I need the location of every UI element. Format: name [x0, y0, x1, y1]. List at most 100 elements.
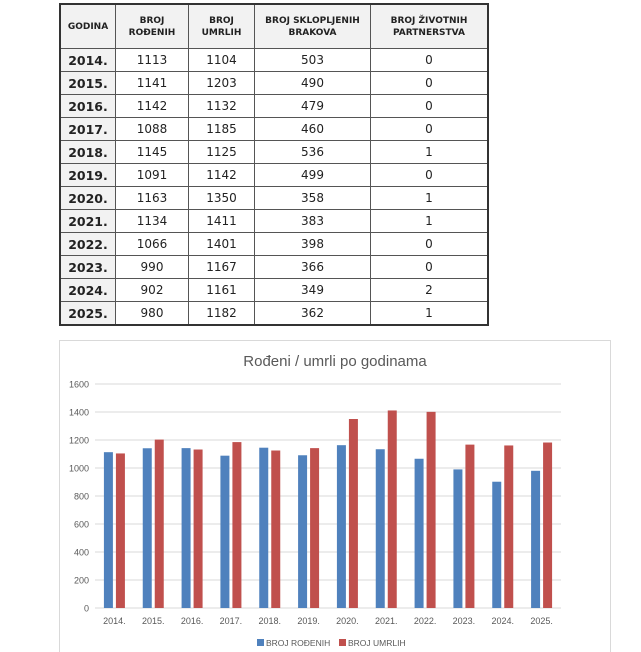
births-deaths-chart: Rođeni / umrli po godinama 0 200 400 600 800…	[59, 340, 611, 652]
value-cell: 1142	[115, 94, 189, 118]
year-cell: 2020.	[59, 186, 116, 210]
bar-deaths	[232, 442, 242, 608]
y-tick-label: 400	[74, 548, 89, 558]
x-tick-label: 2024.	[491, 616, 514, 626]
column-header: GODINA	[59, 3, 116, 49]
legend-swatch	[339, 639, 346, 646]
table-row: 2020. 1163 1350 358 1	[59, 186, 489, 210]
y-tick-label: 1200	[69, 436, 89, 446]
table-row: 2015. 1141 1203 490 0	[59, 71, 489, 95]
value-cell: 1088	[115, 117, 189, 141]
value-cell: 1167	[188, 255, 255, 279]
legend-label: BROJ UMRLIH	[348, 638, 406, 648]
year-cell: 2023.	[59, 255, 116, 279]
value-cell: 0	[370, 48, 489, 72]
value-cell: 1141	[115, 71, 189, 95]
y-tick-label: 200	[74, 576, 89, 586]
value-cell: 1125	[188, 140, 255, 164]
value-cell: 383	[254, 209, 371, 233]
bar-deaths	[271, 450, 281, 608]
year-cell: 2024.	[59, 278, 116, 302]
value-cell: 1104	[188, 48, 255, 72]
value-cell: 0	[370, 117, 489, 141]
x-tick-label: 2020.	[336, 616, 359, 626]
value-cell: 1142	[188, 163, 255, 187]
value-cell: 0	[370, 71, 489, 95]
table-row: 2017. 1088 1185 460 0	[59, 117, 489, 141]
value-cell: 490	[254, 71, 371, 95]
x-tick-label: 2022.	[414, 616, 437, 626]
bar-deaths	[426, 411, 436, 608]
value-cell: 1	[370, 140, 489, 164]
bar-births	[181, 448, 191, 608]
table-header-row: GODINA BROJ ROĐENIH BROJ UMRLIH BROJ SKLOPL…	[59, 3, 489, 49]
value-cell: 398	[254, 232, 371, 256]
table-row: 2016. 1142 1132 479 0	[59, 94, 489, 118]
value-cell: 479	[254, 94, 371, 118]
value-cell: 1182	[188, 301, 255, 326]
x-tick-label: 2019.	[297, 616, 320, 626]
x-tick-label: 2023.	[453, 616, 476, 626]
value-cell: 1411	[188, 209, 255, 233]
value-cell: 0	[370, 163, 489, 187]
value-cell: 460	[254, 117, 371, 141]
year-cell: 2016.	[59, 94, 116, 118]
x-tick-label: 2021.	[375, 616, 398, 626]
value-cell: 536	[254, 140, 371, 164]
statistics-table: GODINA BROJ ROĐENIH BROJ UMRLIH BROJ SKLOPL…	[59, 3, 489, 326]
x-tick-label: 2015.	[142, 616, 165, 626]
value-cell: 358	[254, 186, 371, 210]
column-header: BROJ UMRLIH	[188, 3, 255, 49]
bar-births	[375, 449, 385, 608]
value-cell: 902	[115, 278, 189, 302]
table-row: 2022. 1066 1401 398 0	[59, 232, 489, 256]
value-cell: 2	[370, 278, 489, 302]
x-tick-label: 2017.	[220, 616, 243, 626]
value-cell: 0	[370, 232, 489, 256]
x-tick-label: 2018.	[258, 616, 281, 626]
bar-births	[414, 458, 424, 608]
bar-deaths	[504, 445, 514, 608]
bar-births	[142, 448, 152, 608]
legend-swatch	[257, 639, 264, 646]
value-cell: 499	[254, 163, 371, 187]
bar-deaths	[115, 453, 125, 608]
value-cell: 0	[370, 255, 489, 279]
value-cell: 1163	[115, 186, 189, 210]
bar-births	[492, 481, 502, 608]
table-row: 2023. 990 1167 366 0	[59, 255, 489, 279]
year-cell: 2017.	[59, 117, 116, 141]
year-cell: 2021.	[59, 209, 116, 233]
value-cell: 1091	[115, 163, 189, 187]
y-tick-label: 1600	[69, 380, 89, 390]
table-row: 2021. 1134 1411 383 1	[59, 209, 489, 233]
value-cell: 349	[254, 278, 371, 302]
table-row: 2019. 1091 1142 499 0	[59, 163, 489, 187]
value-cell: 1350	[188, 186, 255, 210]
table-row: 2024. 902 1161 349 2	[59, 278, 489, 302]
bar-deaths	[543, 442, 553, 608]
y-tick-label: 0	[84, 604, 89, 614]
table-row: 2018. 1145 1125 536 1	[59, 140, 489, 164]
value-cell: 1	[370, 209, 489, 233]
chart-title: Rođeni / umrli po godinama	[243, 353, 427, 370]
x-tick-label: 2025.	[530, 616, 553, 626]
value-cell: 366	[254, 255, 371, 279]
value-cell: 503	[254, 48, 371, 72]
year-cell: 2015.	[59, 71, 116, 95]
value-cell: 1161	[188, 278, 255, 302]
bar-deaths	[387, 410, 397, 608]
y-tick-label: 1400	[69, 408, 89, 418]
bar-births	[453, 469, 463, 608]
value-cell: 0	[370, 94, 489, 118]
y-tick-label: 1000	[69, 464, 89, 474]
year-cell: 2014.	[59, 48, 116, 72]
value-cell: 1203	[188, 71, 255, 95]
bar-births	[336, 445, 346, 608]
column-header: BROJ SKLOPLJENIH BRAKOVA	[254, 3, 371, 49]
x-tick-label: 2014.	[103, 616, 126, 626]
value-cell: 1	[370, 301, 489, 326]
bar-deaths	[465, 444, 475, 608]
bar-births	[220, 455, 230, 608]
value-cell: 1066	[115, 232, 189, 256]
